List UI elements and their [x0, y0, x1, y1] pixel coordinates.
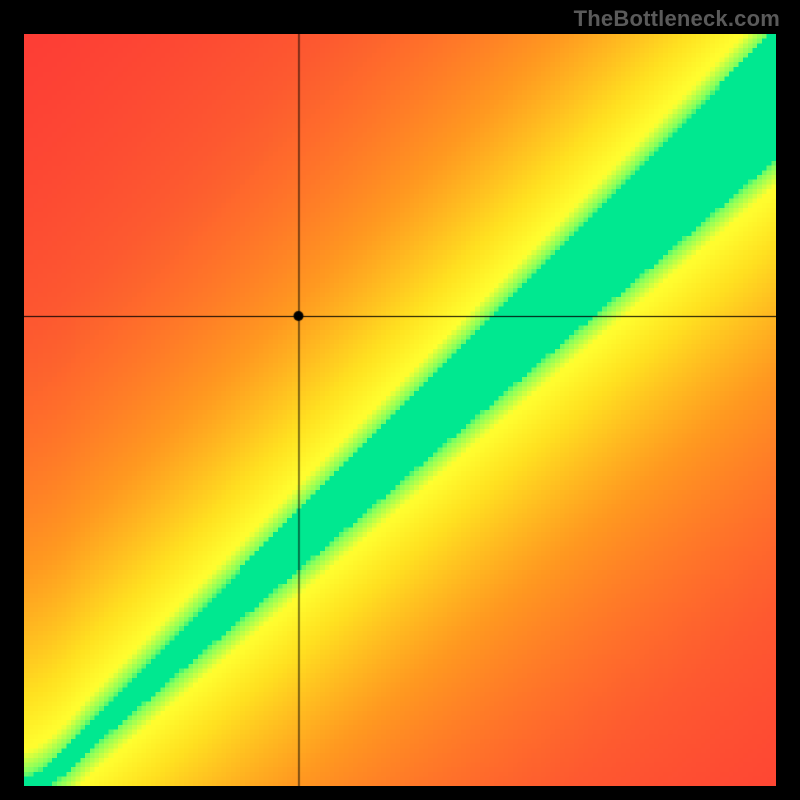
chart-container: TheBottleneck.com: [0, 0, 800, 800]
heatmap-plot: [24, 34, 776, 786]
heatmap-canvas: [24, 34, 776, 786]
watermark-text: TheBottleneck.com: [574, 6, 780, 32]
